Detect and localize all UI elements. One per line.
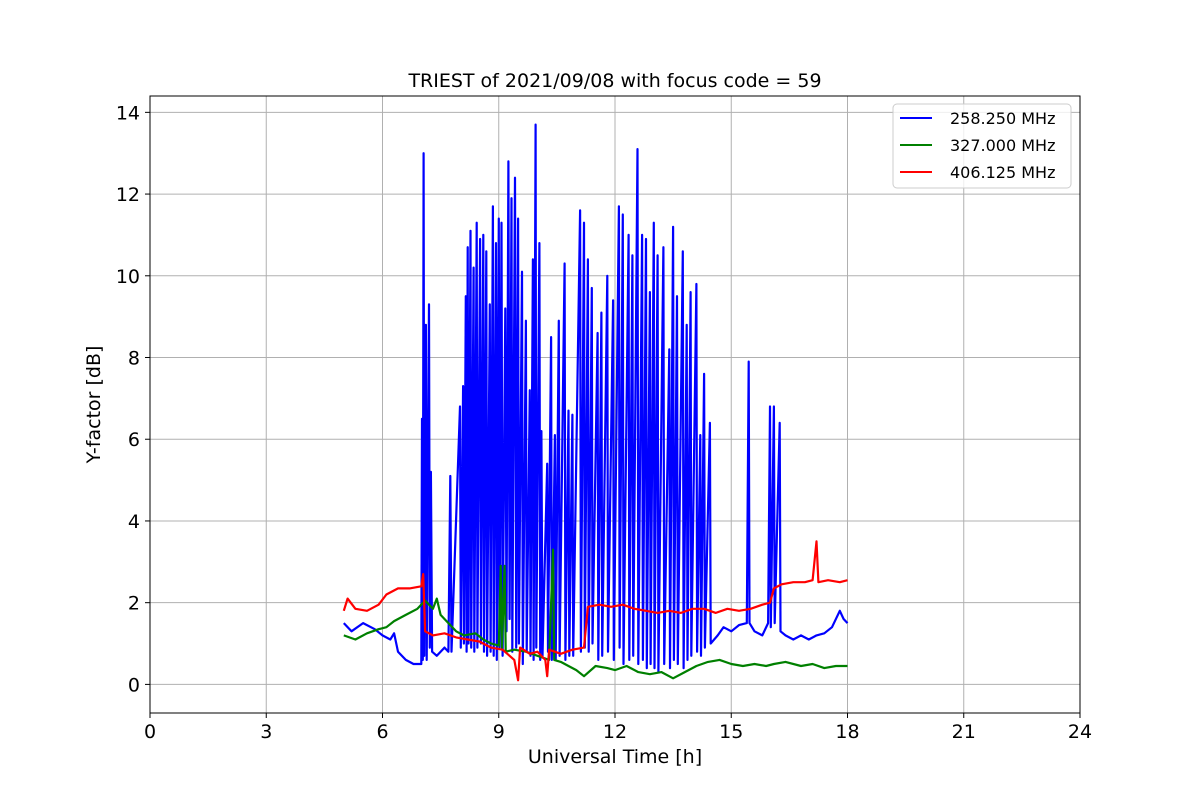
chart-title: TRIEST of 2021/09/08 with focus code = 5…: [407, 70, 821, 92]
x-tick-label: 24: [1068, 721, 1092, 743]
x-tick-label: 0: [144, 721, 156, 743]
x-tick-label: 9: [493, 721, 505, 743]
legend-box: [892, 103, 1072, 189]
y-tick-label: 8: [128, 348, 140, 370]
x-tick-label: 18: [835, 721, 859, 743]
legend-label-406: 406.125 MHz: [950, 163, 1055, 182]
x-tick-label: 3: [260, 721, 272, 743]
y-tick-label: 2: [128, 593, 140, 615]
x-tick-label: 12: [603, 721, 627, 743]
legend-label-258: 258.250 MHz: [950, 109, 1055, 128]
series-layer: [342, 123, 849, 682]
y-tick-label: 10: [116, 266, 140, 288]
x-tick-label: 21: [952, 721, 976, 743]
x-tick-label: 6: [376, 721, 388, 743]
x-axis-label: Universal Time [h]: [528, 746, 702, 768]
series-line-0: [342, 123, 849, 674]
y-tick-label: 12: [116, 184, 140, 206]
y-axis-label: Y-factor [dB]: [83, 346, 105, 465]
y-tick-label: 0: [128, 674, 140, 696]
y-tick-label: 6: [128, 429, 140, 451]
series-line-1: [343, 548, 848, 680]
x-tick-label: 15: [719, 721, 743, 743]
legend-label-327: 327.000 MHz: [950, 136, 1055, 155]
series-line-2: [342, 540, 848, 682]
y-tick-label: 14: [116, 102, 140, 124]
y-tick-label: 4: [128, 511, 140, 533]
legend: 258.250 MHz 327.000 MHz 406.125 MHz: [892, 103, 1072, 189]
